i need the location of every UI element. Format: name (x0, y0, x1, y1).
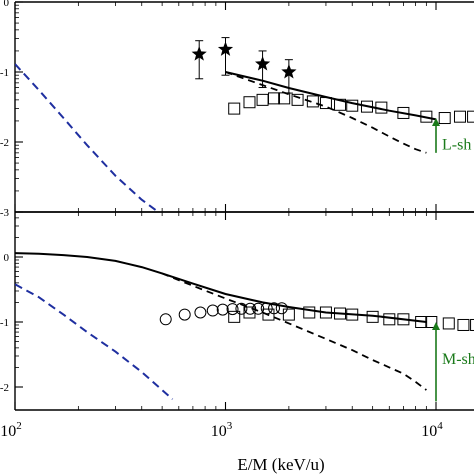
y-tick-label: -1 (0, 67, 9, 79)
x-tick-exponent: 4 (437, 420, 443, 432)
square-point (442, 317, 455, 330)
x-tick-base: 10 (0, 423, 16, 440)
y-tick-label: -2 (0, 137, 9, 149)
square-point (470, 318, 474, 331)
x-axis: 102 103 104 (0, 420, 443, 440)
circle-point (178, 308, 191, 321)
square-point (467, 110, 474, 123)
x-tick-exponent: 2 (16, 420, 22, 432)
circle-point (244, 302, 257, 315)
star-point (191, 46, 207, 61)
square-point (319, 97, 332, 110)
circle-point (194, 306, 207, 319)
square-point (457, 318, 470, 331)
x-tick-label: 103 (211, 420, 233, 440)
star-point (281, 64, 297, 79)
square-point (228, 102, 241, 115)
annotation-label: M-sh (442, 351, 474, 368)
x-tick-base: 10 (421, 423, 437, 440)
circle-point (206, 304, 219, 317)
x-tick-base: 10 (211, 423, 227, 440)
annotation-arrow-head (432, 322, 440, 330)
square-point (306, 95, 319, 108)
y-tick-label: 0 (4, 252, 10, 264)
annotation-label: L-sh (442, 137, 471, 154)
annotation-arrow-head (432, 118, 440, 127)
y-tick-label: -1 (0, 317, 9, 329)
square-point (243, 306, 256, 319)
x-tick-exponent: 3 (227, 420, 233, 432)
square-point (453, 110, 466, 123)
circle-point (275, 302, 288, 315)
square-point (383, 313, 396, 326)
y-tick-label: 0 (4, 0, 10, 9)
square-point (415, 316, 428, 328)
circle-point (216, 303, 229, 316)
circle-point (226, 303, 239, 316)
x-axis-label: E/M (keV/u) (237, 455, 324, 474)
black-dashed-line-series (161, 272, 427, 391)
x-tick-label: 104 (421, 420, 443, 440)
circle-point (235, 302, 248, 315)
square-point (438, 112, 451, 125)
square-point (256, 93, 269, 106)
square-point (303, 306, 316, 319)
black-dashed-line-series (225, 71, 427, 154)
plot-area (15, 252, 474, 402)
square-point (282, 308, 295, 321)
star-point (255, 56, 271, 71)
square-point (243, 96, 256, 109)
square-point (228, 310, 241, 323)
blue-dashed-line-series (15, 283, 174, 400)
y-tick-label: -3 (0, 207, 9, 219)
square-point (268, 92, 281, 105)
plot-area (15, 37, 474, 212)
top-panel: 0 -1 -2 -3 L-sh (0, 0, 474, 219)
circle-point (159, 313, 172, 326)
star-point (217, 41, 234, 56)
solid-line-series (225, 71, 437, 121)
square-point (291, 93, 304, 106)
square-point (262, 308, 275, 321)
solid-line-series (15, 252, 427, 323)
square-point (346, 99, 359, 112)
bottom-panel: 0 -1 -2 M-sh (0, 211, 474, 411)
x-tick-label: 102 (0, 420, 22, 440)
blue-dashed-line-series (15, 63, 160, 212)
y-tick-label: -2 (0, 382, 9, 394)
